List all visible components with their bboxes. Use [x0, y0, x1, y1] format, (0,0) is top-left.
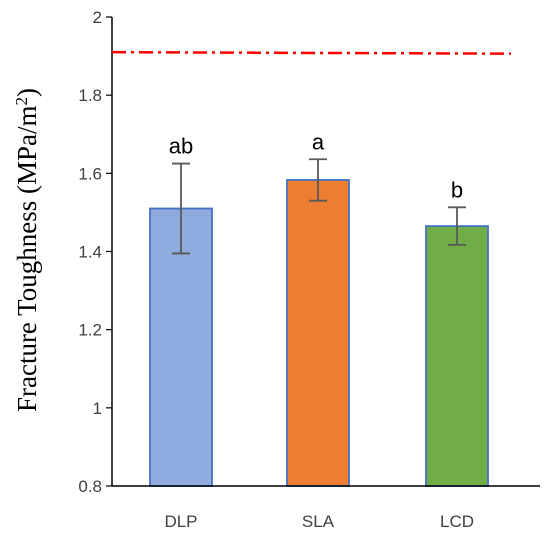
y-axis-title-main: Fracture Toughness (MPa/m — [12, 105, 42, 412]
y-tick-label: 1.8 — [78, 86, 102, 105]
bar-dlp — [149, 207, 213, 487]
y-tick-label: 2 — [93, 8, 102, 27]
significance-label: a — [312, 129, 325, 154]
y-tick-label: 1 — [93, 399, 102, 418]
significance-label: ab — [169, 134, 193, 159]
significance-label: b — [451, 177, 463, 202]
y-axis: 0.8 1 1.2 1.4 1.6 1.8 2 — [78, 8, 113, 496]
y-axis-title-superscript: 2 — [12, 97, 31, 106]
x-tick-label: DLP — [164, 512, 197, 531]
x-axis: DLP SLA LCD — [112, 485, 540, 531]
y-axis-title-close: ) — [12, 88, 42, 97]
x-tick-label: SLA — [302, 512, 335, 531]
bars: ab ab — [149, 129, 489, 487]
y-tick-label: 0.8 — [78, 477, 102, 496]
y-tick-label: 1.6 — [78, 164, 102, 183]
y-tick-label: 1.4 — [78, 243, 102, 262]
bar-lcd — [425, 225, 489, 487]
reference-line-group — [111, 50, 512, 55]
reference-line — [111, 50, 512, 55]
y-axis-title: Fracture Toughness (MPa/m2) — [12, 88, 43, 412]
x-tick-label: LCD — [440, 512, 474, 531]
bar-sla — [286, 179, 350, 487]
y-tick-label: 1.2 — [78, 321, 102, 340]
